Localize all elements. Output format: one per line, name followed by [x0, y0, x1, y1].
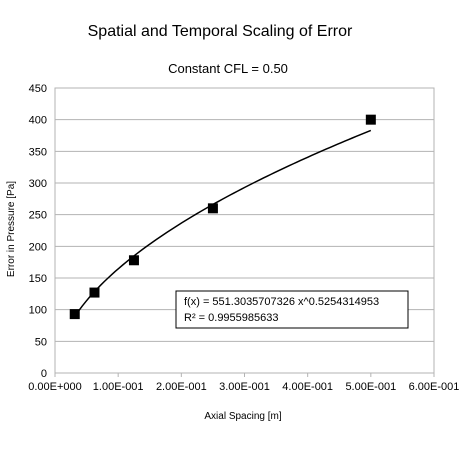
plot-area [54, 87, 435, 374]
gridlines [55, 87, 434, 374]
x-tick-label: 0.00E+000 [28, 381, 82, 393]
chart-subtitle: Constant CFL = 0.50 [168, 61, 288, 76]
y-tick-label: 350 [29, 146, 47, 158]
x-tick-label: 2.00E-001 [156, 381, 207, 393]
x-tick-label: 3.00E-001 [219, 381, 270, 393]
chart-title: Spatial and Temporal Scaling of Error [88, 23, 353, 40]
x-tick-label: 5.00E-001 [345, 381, 396, 393]
y-tick-label: 400 [29, 115, 47, 127]
y-tick-label: 100 [29, 305, 47, 317]
data-point [207, 203, 218, 214]
y-tick-label: 150 [29, 273, 47, 285]
trendline-equation: f(x) = 551.3035707326 x^0.5254314953 [184, 296, 379, 308]
power-trendline [74, 129, 372, 317]
data-point [128, 255, 139, 266]
y-axis-label: Error in Pressure [Pa] [6, 181, 17, 277]
y-tick-label: 0 [41, 368, 47, 380]
x-tick-label: 6.00E-001 [409, 381, 460, 393]
trendline-r-squared: R² = 0.9955985633 [184, 312, 279, 324]
y-tick-label: 250 [29, 210, 47, 222]
trendline-equation-box: f(x) = 551.3035707326 x^0.5254314953 R² … [175, 290, 409, 329]
x-axis-ticks: 0.00E+000 1.00E-001 2.00E-001 3.00E-001 4.00… [28, 373, 459, 393]
x-tick-label: 1.00E-001 [93, 381, 144, 393]
data-point [365, 114, 376, 125]
y-tick-label: 200 [29, 241, 47, 253]
data-point [69, 309, 80, 320]
y-tick-label: 450 [29, 83, 47, 95]
data-points [69, 114, 376, 320]
y-tick-label: 300 [29, 178, 47, 190]
y-tick-label: 50 [35, 336, 47, 348]
x-axis-label: Axial Spacing [m] [204, 411, 281, 422]
y-axis-ticks: 0 50 100 150 200 250 300 350 400 450 [29, 83, 47, 380]
data-point [89, 287, 100, 298]
x-tick-label: 4.00E-001 [282, 381, 333, 393]
